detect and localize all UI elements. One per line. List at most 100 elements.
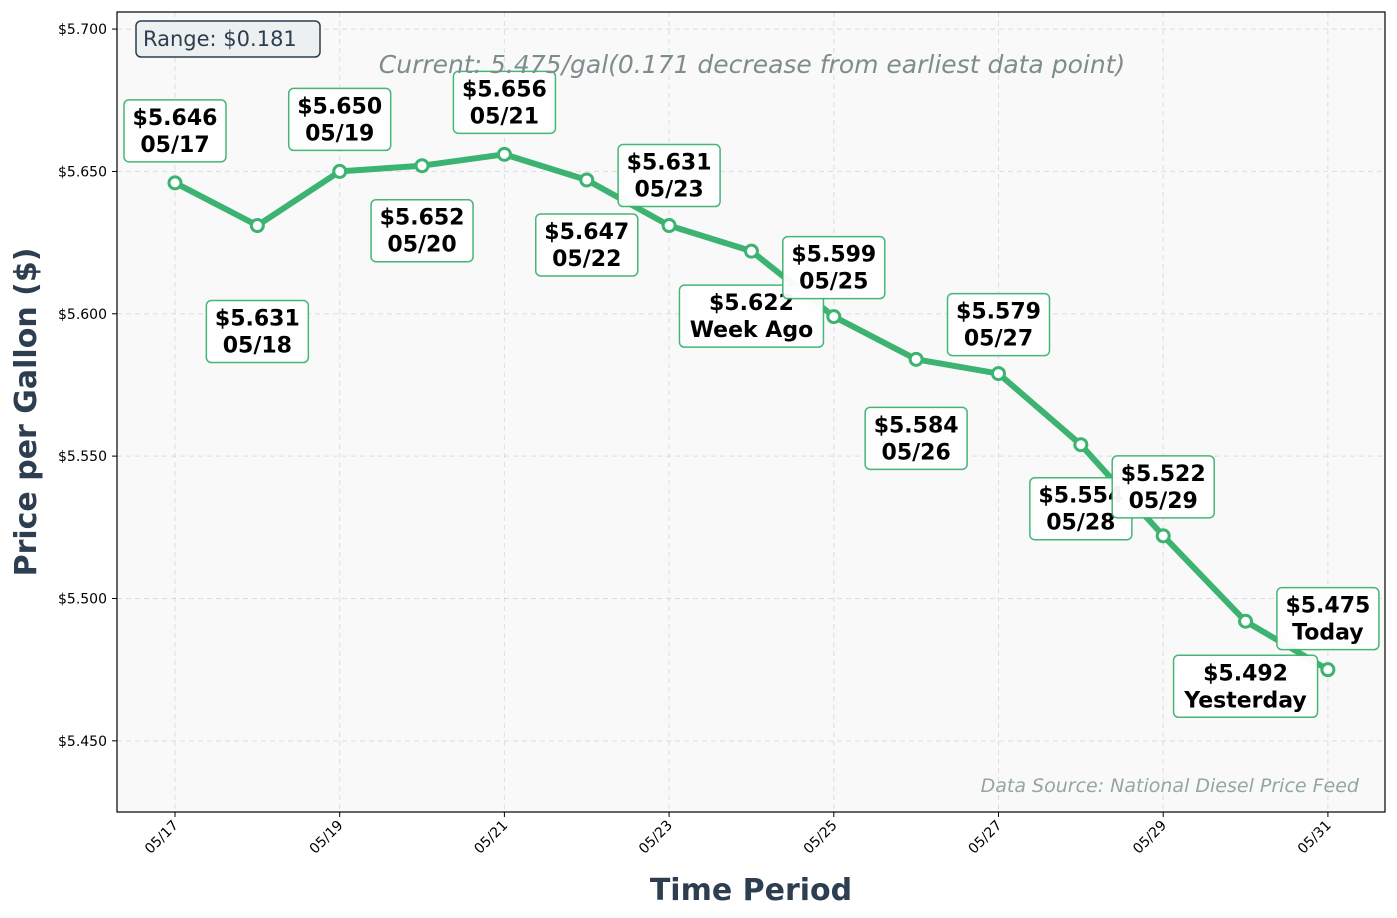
- point-label-price: $5.522: [1121, 462, 1206, 487]
- point-label-box: [535, 213, 639, 277]
- point-label-price: $5.584: [874, 413, 959, 438]
- x-tick-label: 05/23: [636, 818, 676, 858]
- point-label-date: 05/25: [799, 270, 868, 295]
- point-label-price: $5.631: [215, 307, 300, 332]
- point-label-box: [617, 143, 721, 208]
- range-box: Range: $0.181: [135, 20, 321, 58]
- y-tick-label: $5.650: [58, 164, 107, 180]
- y-axis-ticks: $5.450 $5.500 $5.550 $5.600 $5.650 $5.700: [58, 22, 117, 750]
- y-tick-label: $5.500: [58, 591, 107, 607]
- y-axis-title: Price per Gallon ($): [9, 248, 44, 577]
- data-point: [579, 172, 595, 188]
- data-point: [661, 218, 677, 234]
- point-label-price: $5.475: [1285, 594, 1370, 619]
- data-point: [991, 366, 1006, 382]
- point-label-price: $5.622: [709, 291, 794, 316]
- point-label-date: 05/26: [882, 440, 951, 465]
- point-label-price: $5.650: [297, 94, 382, 119]
- point-label-date: 05/20: [387, 233, 456, 258]
- y-tick-label: $5.700: [58, 22, 107, 38]
- point-label-box: [946, 292, 1051, 357]
- x-tick-label: 05/19: [307, 818, 347, 858]
- point-label-box: [678, 284, 825, 348]
- point-label-date: Today: [1292, 621, 1363, 646]
- point-label-price: $5.599: [791, 243, 876, 268]
- grid-lines: [117, 12, 1385, 812]
- point-label-date: 05/28: [1046, 511, 1115, 536]
- plot-frame: [116, 11, 1386, 813]
- point-label-price: $5.647: [544, 220, 629, 245]
- data-point: [908, 351, 924, 367]
- x-axis-title: Time Period: [650, 873, 852, 908]
- point-label-box: [864, 406, 968, 471]
- data-point: [1320, 662, 1336, 678]
- point-label-price: $5.646: [133, 106, 218, 131]
- y-tick-label: $5.600: [58, 307, 107, 323]
- range-label: Range: $0.181: [143, 27, 297, 51]
- point-label-box: [782, 235, 886, 300]
- point-label-date: 05/21: [470, 104, 539, 129]
- data-point: [826, 309, 842, 325]
- point-label-date: 05/17: [140, 133, 209, 158]
- x-tick-label: 05/21: [471, 818, 511, 858]
- point-label-box: [452, 70, 557, 135]
- point-label-box: [123, 99, 227, 163]
- chart-subtitle: Current: 5.475/gal(0.171 decrease from e…: [379, 50, 1125, 79]
- point-label-price: $5.656: [462, 77, 547, 102]
- data-point: [249, 218, 265, 234]
- data-point: [1073, 437, 1089, 453]
- point-labels: $5.64605/17$5.63105/18$5.65005/19$5.6520…: [123, 70, 1380, 719]
- point-label-box: [287, 87, 392, 152]
- data-source-note: Data Source: National Diesel Price Feed: [981, 775, 1360, 797]
- data-point: [496, 146, 512, 162]
- point-label-price: $5.631: [627, 151, 712, 176]
- data-point: [167, 175, 183, 191]
- x-tick-label: 05/29: [1130, 818, 1170, 858]
- point-label-box: [1111, 455, 1215, 519]
- data-point: [414, 158, 430, 174]
- point-label-box: [205, 299, 310, 364]
- x-tick-label: 05/25: [801, 818, 841, 858]
- point-label-date: 05/19: [305, 121, 374, 146]
- y-tick-label: $5.550: [58, 449, 107, 465]
- point-label-date: 05/27: [964, 327, 1033, 352]
- data-point: [1155, 528, 1171, 544]
- point-label-date: 05/29: [1129, 489, 1198, 514]
- point-label-date: 05/18: [223, 334, 292, 359]
- point-label-price: $5.554: [1038, 484, 1123, 509]
- point-label-price: $5.492: [1203, 661, 1288, 686]
- x-tick-label: 05/31: [1295, 818, 1335, 858]
- data-point: [743, 243, 759, 259]
- point-label-box: [370, 198, 474, 263]
- point-label-price: $5.579: [956, 300, 1041, 325]
- y-tick-label: $5.450: [58, 734, 107, 750]
- x-axis-ticks: 05/17 05/19 05/21 05/23 05/25 05/27 05/29 05/31: [142, 812, 1335, 857]
- point-label-date: 05/22: [552, 247, 621, 272]
- x-tick-label: 05/17: [142, 818, 182, 858]
- x-tick-label: 05/27: [965, 818, 1005, 858]
- point-label-box: [1172, 654, 1319, 719]
- point-label-box: [1276, 586, 1380, 651]
- point-label-date: 05/23: [634, 178, 703, 203]
- data-point: [332, 163, 348, 179]
- point-label-date: Yesterday: [1183, 688, 1306, 713]
- data-point: [1238, 613, 1254, 629]
- data-points: [167, 146, 1336, 678]
- point-label-price: $5.652: [380, 206, 465, 231]
- point-label-date: Week Ago: [690, 318, 814, 343]
